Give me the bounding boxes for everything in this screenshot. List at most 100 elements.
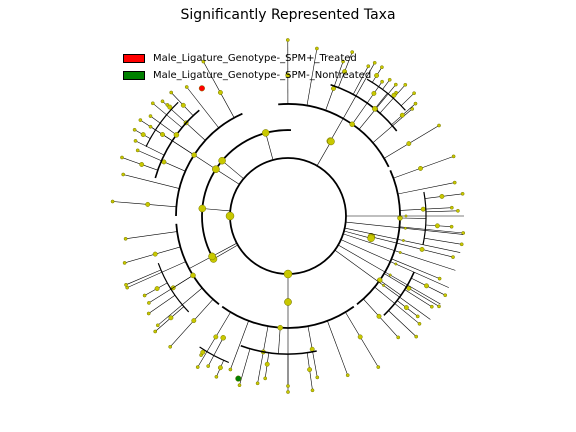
branch-line (123, 174, 180, 189)
branch-line (207, 355, 215, 367)
taxon-node (307, 367, 313, 373)
taxon-node (394, 262, 398, 266)
taxon-node (371, 90, 377, 96)
taxon-node (190, 272, 196, 279)
taxon-node (315, 375, 320, 380)
taxon-node (342, 69, 348, 75)
branch-line (424, 237, 462, 245)
taxon-node (376, 365, 381, 369)
taxon-node (255, 381, 260, 386)
branch-line (125, 269, 162, 286)
branch-line (393, 156, 454, 179)
branch-line (152, 103, 183, 128)
figure-title: Significantly Represented Taxa (180, 7, 396, 23)
taxon-node (152, 251, 158, 257)
taxon-node (434, 223, 440, 229)
branch-line (391, 258, 440, 279)
taxon-node (283, 269, 293, 279)
taxon-node (184, 85, 189, 89)
taxon-node (191, 152, 197, 158)
taxon-node (449, 205, 454, 210)
taxon-node (376, 277, 383, 283)
taxon-node (404, 214, 408, 218)
taxon-node (414, 334, 419, 339)
taxon-node (195, 365, 200, 369)
taxon-node (122, 261, 127, 265)
taxon-node (410, 107, 415, 111)
taxon-node (349, 121, 355, 128)
branch-line (379, 279, 402, 296)
branch-line (148, 294, 176, 314)
taxon-node (415, 314, 420, 319)
taxon-node (460, 191, 465, 196)
taxon-node (169, 90, 174, 95)
taxon-node (380, 65, 384, 70)
taxon-node (429, 304, 434, 309)
taxon-node (374, 73, 380, 78)
taxon-node (206, 364, 211, 368)
branch-line (400, 92, 415, 106)
branch-line (379, 84, 406, 114)
taxon-node (264, 361, 270, 367)
branch-line (374, 93, 388, 109)
clade-arc (157, 262, 190, 313)
taxon-node (357, 334, 363, 340)
branch-line (112, 201, 177, 208)
legend-entry-nontreated: Male_Ligature_Genotype-_SPM-_Nontreated (123, 67, 371, 83)
taxon-node (217, 365, 223, 371)
clade-arc (201, 129, 292, 260)
taxon-node (417, 321, 422, 326)
taxon-node (413, 101, 418, 106)
taxon-node (124, 282, 128, 287)
taxon-node (198, 85, 205, 92)
taxon-node (147, 301, 151, 305)
branch-line (352, 66, 369, 95)
taxon-node (168, 344, 173, 349)
taxon-node (327, 137, 335, 146)
taxon-node (437, 276, 442, 281)
taxon-node (412, 91, 416, 96)
taxon-node (315, 46, 319, 51)
branch-line (150, 115, 161, 124)
taxon-node (286, 384, 290, 388)
taxon-node (148, 114, 153, 118)
taxon-node (388, 273, 392, 277)
taxon-node (228, 367, 233, 372)
branch-line (157, 287, 203, 326)
taxon-node (218, 156, 226, 165)
taxon-node (424, 283, 429, 289)
taxon-node (168, 315, 174, 321)
taxon-node (154, 286, 160, 292)
clade-ring (229, 157, 347, 275)
taxon-node (180, 102, 186, 108)
taxon-node (459, 242, 464, 247)
branch-line (215, 168, 240, 185)
branch-line (124, 246, 181, 264)
taxon-node (420, 206, 426, 212)
clade-arc (356, 170, 401, 306)
taxon-node (160, 99, 165, 104)
taxon-node (148, 124, 153, 129)
branch-line (257, 326, 269, 384)
taxon-node (393, 82, 398, 87)
taxon-node (225, 211, 235, 221)
branch-line (213, 337, 224, 356)
taxon-node (191, 318, 197, 324)
branch-line (278, 327, 281, 354)
branch-line (202, 208, 231, 212)
taxon-node (150, 101, 155, 106)
branch-line (193, 154, 217, 170)
legend: Male_Ligature_Genotype-_SPM+_Treated Mal… (123, 50, 371, 84)
taxon-node (380, 79, 384, 84)
legend-swatch-treated (123, 53, 145, 63)
taxon-node (387, 77, 392, 82)
branch-line (371, 236, 397, 244)
taxon-node (217, 90, 223, 95)
branch-line (265, 132, 274, 161)
branch-line (316, 141, 332, 166)
branch-line (383, 125, 440, 159)
taxon-node (110, 199, 115, 204)
branch-line (203, 61, 235, 118)
